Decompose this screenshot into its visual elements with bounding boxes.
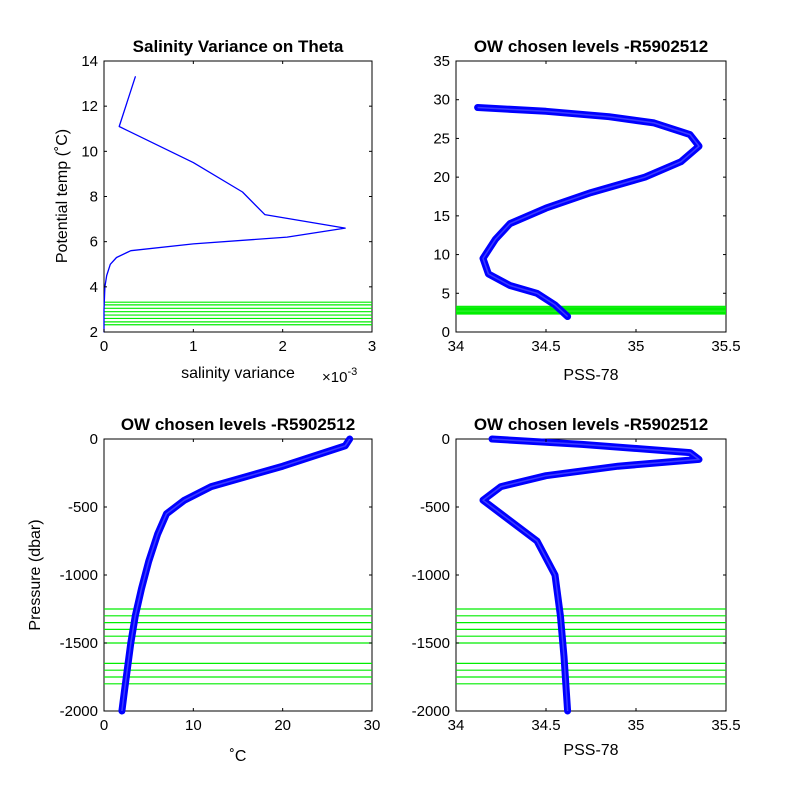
x-tick-label: 34.5 — [531, 717, 560, 734]
x-axis-exponent: ×10-3 — [322, 366, 357, 386]
y-tick-label: 6 — [90, 234, 98, 251]
y-tick-label: -500 — [68, 499, 98, 516]
y-tick-label: 14 — [81, 53, 98, 70]
series-line-overlay — [477, 106, 700, 318]
series-line-overlay — [482, 438, 700, 712]
x-axis-label: salinity variance — [181, 365, 295, 382]
y-tick-label: 8 — [90, 189, 98, 206]
x-tick-label: 34.5 — [531, 338, 560, 355]
y-tick-label: 0 — [442, 431, 450, 448]
panel-salinity-variance: Salinity Variance on Theta salinity vari… — [54, 37, 376, 386]
plot-frame — [455, 60, 727, 333]
x-axis-exponent-power: -3 — [347, 366, 357, 378]
y-tick-label: 4 — [90, 279, 98, 296]
y-tick-label: -2000 — [60, 703, 98, 720]
x-tick-label: 0 — [100, 717, 108, 734]
x-tick-label: 1 — [189, 338, 197, 355]
y-tick-label: 10 — [433, 247, 450, 264]
panel-title: Salinity Variance on Theta — [133, 37, 344, 56]
y-tick-label: 20 — [433, 169, 450, 186]
y-tick-label: -1000 — [60, 567, 98, 584]
y-tick-label: 30 — [433, 92, 450, 109]
panel-salinity-vs-pressure: OW chosen levels -R5902512 PSS-78 34 34.5… — [412, 415, 741, 759]
y-tick-label: -2000 — [412, 703, 450, 720]
x-axis-exponent-base: ×10 — [322, 369, 347, 386]
x-tick-label: 34 — [448, 338, 465, 355]
y-tick-label: 25 — [433, 130, 450, 147]
panel-title: OW chosen levels -R5902512 — [121, 415, 355, 434]
x-axis-label: PSS-78 — [563, 367, 618, 384]
series-line-overlay — [121, 438, 351, 712]
y-tick-label: 12 — [81, 98, 98, 115]
y-tick-label: 2 — [90, 324, 98, 341]
x-tick-label: 34 — [448, 717, 465, 734]
y-tick-label: 5 — [442, 285, 450, 302]
y-tick-label: -1500 — [60, 635, 98, 652]
y-tick-label: 10 — [81, 143, 98, 160]
y-tick-label: 35 — [433, 53, 450, 70]
panel-temperature-vs-pressure: OW chosen levels -R5902512 ˚C Pressure (… — [27, 415, 380, 765]
x-tick-label: 0 — [100, 338, 108, 355]
x-tick-label: 35.5 — [711, 717, 740, 734]
y-tick-label: -1000 — [412, 567, 450, 584]
x-tick-label: 3 — [368, 338, 376, 355]
y-axis-label: Pressure (dbar) — [27, 519, 44, 630]
x-tick-label: 35 — [628, 717, 645, 734]
x-tick-label: 35.5 — [711, 338, 740, 355]
x-axis-label: ˚C — [230, 748, 247, 765]
y-tick-label: 15 — [433, 208, 450, 225]
y-tick-label: -500 — [420, 499, 450, 516]
x-tick-label: 35 — [628, 338, 645, 355]
x-tick-label: 10 — [185, 717, 202, 734]
y-tick-label: 0 — [442, 324, 450, 341]
y-axis-label: Potential temp (˚C) — [54, 129, 71, 263]
x-axis-label: PSS-78 — [563, 742, 618, 759]
panel-salinity-vs-theta: OW chosen levels -R5902512 PSS-78 34 34.5… — [433, 37, 740, 384]
panel-title: OW chosen levels -R5902512 — [474, 37, 708, 56]
series-line — [103, 76, 346, 333]
y-tick-label: -1500 — [412, 635, 450, 652]
x-tick-label: 30 — [364, 717, 381, 734]
x-tick-label: 20 — [274, 717, 291, 734]
x-tick-label: 2 — [278, 338, 286, 355]
y-tick-label: 0 — [90, 431, 98, 448]
panel-title: OW chosen levels -R5902512 — [474, 415, 708, 434]
